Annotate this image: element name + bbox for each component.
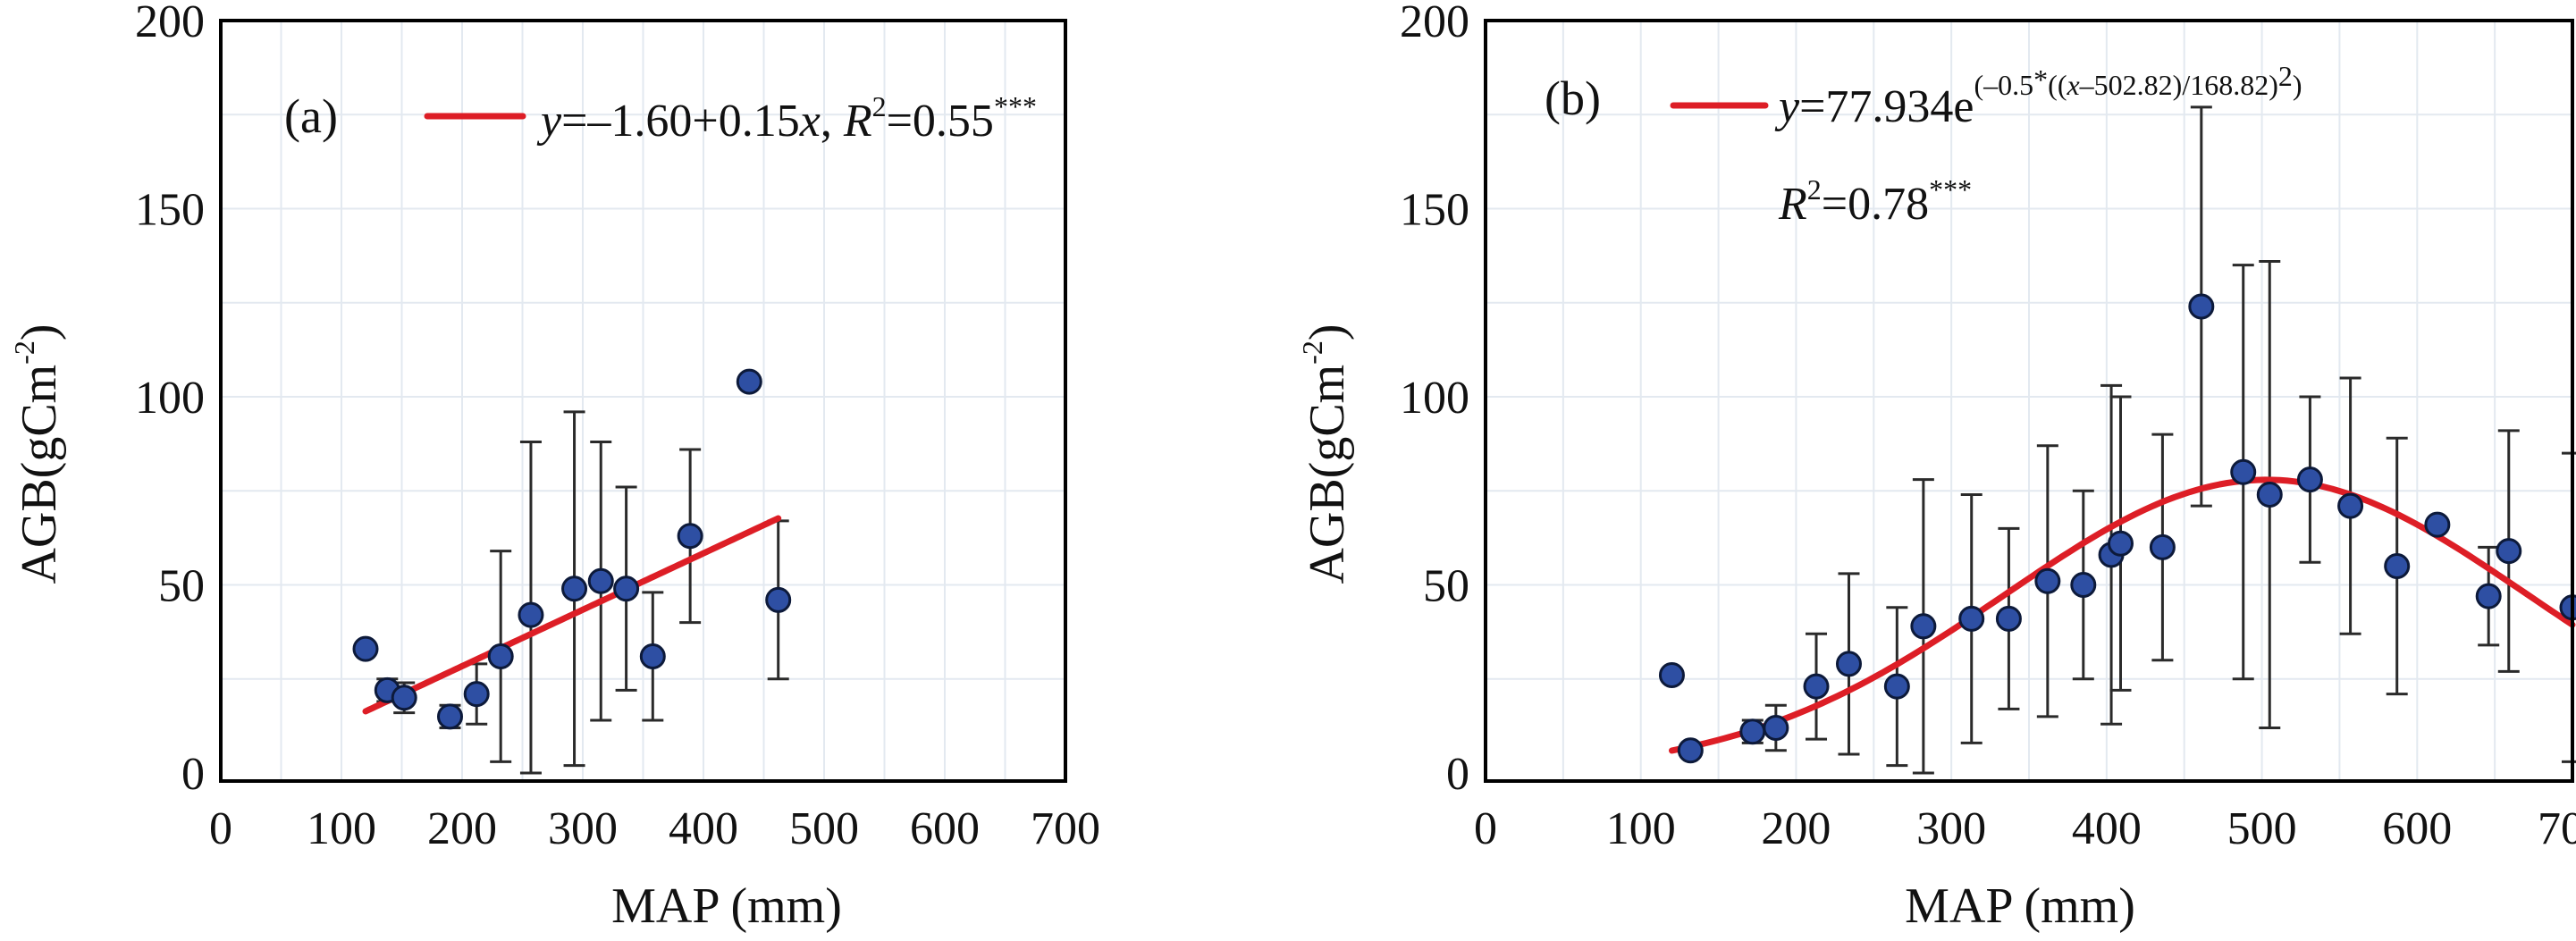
data-point [437,703,463,730]
data-point [2424,511,2451,538]
panel-a-label: (a) [284,89,338,143]
x-tick-label: 0 [209,803,232,854]
panel-a-points [352,368,792,730]
data-point [1739,718,1766,745]
data-point [639,643,666,669]
data-point [2296,466,2323,493]
data-point [1995,605,2022,632]
x-tick-label: 600 [2382,803,2452,854]
data-point [587,567,614,594]
data-point [736,368,762,395]
panel-b-grid [1486,21,2572,781]
panel-a-frame [219,19,1067,783]
x-tick-label: 0 [1474,803,1497,854]
data-point [2034,567,2061,594]
panel-b-chart: 0 50 100 150 200 0 100 200 300 400 500 600 700 AGB(… [1296,0,2576,934]
panel-b-x-ticks: 0 100 200 300 400 500 600 700 [1474,803,2576,854]
y-tick-label: 150 [135,185,205,236]
y-tick-label: 50 [158,561,205,612]
x-tick-label: 600 [910,803,980,854]
data-point [2475,583,2502,609]
panel-a-y-ticks: 0 50 100 150 200 [135,0,205,800]
data-point [1677,737,1704,764]
y-tick-label: 200 [135,0,205,47]
panel-b-equation: y=77.934e(–0.5*((x–502.82)/168.82)2) [1774,60,2302,132]
x-tick-label: 700 [1031,803,1100,854]
x-tick-label: 300 [548,803,618,854]
data-point [613,576,640,602]
y-tick-label: 150 [1400,185,1469,236]
y-tick-label: 200 [1400,0,1469,47]
x-tick-label: 200 [427,803,497,854]
panel-b-y-ticks: 0 50 100 150 200 [1400,0,1469,800]
x-tick-label: 300 [1916,803,1986,854]
panel-a-equation: y=–1.60+0.15x, R2=0.55*** [536,90,1037,147]
y-tick-label: 50 [1423,561,1469,612]
data-point [2107,530,2134,557]
x-tick-label: 400 [669,803,738,854]
data-point [391,685,417,711]
panel-b-points [1658,293,2576,764]
data-point [1835,651,1862,677]
data-point [2337,492,2364,519]
panel-b-fit-curve [1669,476,2576,754]
y-tick-label: 0 [181,749,205,800]
panel-a-grid [221,21,1065,781]
panel-b-frame [1484,19,2574,783]
data-point [765,586,792,613]
data-point [2070,572,2097,598]
x-tick-label: 100 [1606,803,1676,854]
data-point [2496,538,2522,565]
data-point [2188,293,2215,320]
data-point [1803,673,1830,700]
data-point [677,523,703,550]
data-point [487,643,514,669]
y-tick-label: 0 [1446,749,1469,800]
panel-b-x-axis-label: MAP (mm) [1905,878,2135,934]
data-point [518,601,544,628]
data-point [352,635,379,662]
data-point [1958,605,1985,632]
data-point [2256,481,2283,508]
x-tick-label: 500 [789,803,859,854]
panel-a-y-axis-label: AGB(gCm-2) [8,323,67,584]
panel-b-y-axis-label: AGB(gCm-2) [1296,323,1355,584]
data-point [2149,534,2176,560]
panel-a-x-ticks: 0 100 200 300 400 500 600 700 [209,803,1100,854]
data-point [2230,458,2257,485]
x-tick-label: 100 [307,803,376,854]
data-point [463,681,490,708]
data-point [561,576,588,602]
x-tick-label: 200 [1761,803,1831,854]
x-tick-label: 500 [2227,803,2297,854]
panel-a-x-axis-label: MAP (mm) [611,878,842,934]
panel-b-label: (b) [1545,71,1601,125]
panel-a-chart: 0 50 100 150 200 0 100 200 300 400 500 600 700 AGB(… [8,0,1100,934]
data-point [1763,714,1789,741]
panel-a-fit-line [362,515,782,715]
data-point [1658,662,1685,689]
data-point [2384,552,2411,579]
data-point [1910,613,1937,640]
x-tick-label: 700 [2538,803,2576,854]
x-tick-label: 400 [2072,803,2142,854]
y-tick-label: 100 [1400,373,1469,424]
data-point [1883,673,1910,700]
y-tick-label: 100 [135,373,205,424]
panel-b-r-squared: R2=0.78*** [1778,173,1972,230]
panel-b-error-bars [1741,105,2576,775]
